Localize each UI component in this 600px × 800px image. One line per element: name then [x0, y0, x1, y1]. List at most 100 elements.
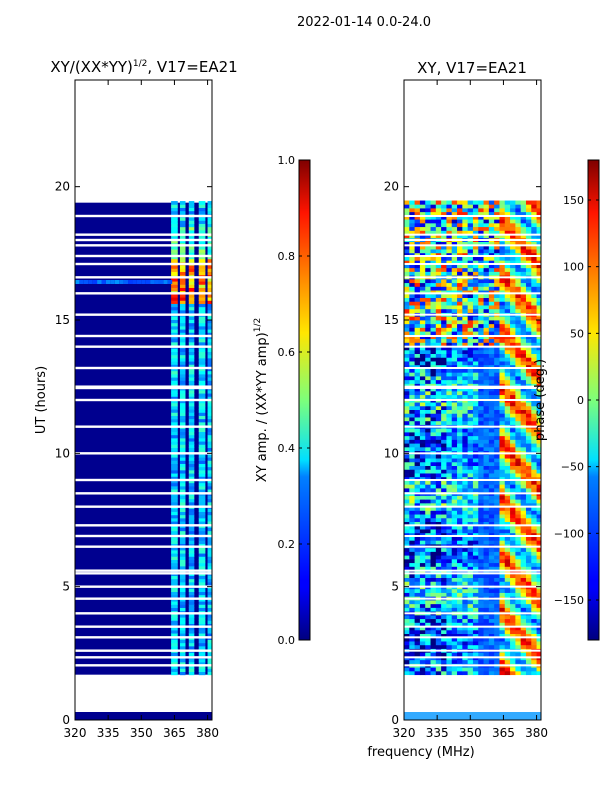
phase-cell: [430, 338, 437, 343]
phase-cell: [457, 282, 463, 287]
phase-cell: [478, 566, 484, 571]
amplitude-cell: [188, 495, 195, 500]
phase-cell: [499, 208, 506, 213]
phase-cell: [499, 353, 506, 358]
amplitude-cell: [179, 229, 186, 234]
phase-cell: [488, 502, 495, 508]
phase-cell: [472, 204, 479, 209]
phase-cell: [483, 603, 490, 608]
amplitude-xtick-label: 365: [163, 726, 186, 740]
phase-cell: [404, 547, 410, 552]
phase-cell: [494, 364, 500, 369]
phase-cell: [515, 558, 522, 564]
phase-cell: [515, 641, 522, 646]
amplitude-cell: [171, 645, 178, 650]
phase-cell: [435, 517, 442, 522]
phase-cell: [414, 514, 421, 519]
phase-cell: [531, 267, 537, 272]
phase-cell: [457, 402, 463, 407]
phase-cell: [451, 566, 458, 571]
phase-cell: [462, 476, 469, 481]
phase-cell: [483, 252, 490, 257]
phase-cell: [515, 282, 522, 287]
phase-cell: [414, 234, 421, 239]
phase-cell: [536, 222, 541, 228]
amplitude-cell: [171, 402, 178, 407]
phase-cell: [525, 633, 532, 638]
phase-cell: [457, 566, 463, 571]
phase-cell: [510, 614, 516, 620]
phase-cell: [478, 215, 484, 220]
phase-cell: [488, 461, 495, 466]
amplitude-cell: [179, 620, 186, 624]
phase-cell: [457, 592, 463, 597]
phase-cell: [531, 555, 537, 560]
phase-cell: [409, 532, 416, 537]
phase-cell: [478, 495, 484, 500]
phase-cell: [451, 652, 458, 657]
amplitude-cell: [179, 367, 186, 372]
amplitude-cell: [198, 239, 206, 244]
phase-cell: [457, 420, 463, 425]
phase-cell: [536, 499, 541, 504]
amplitude-cell: [179, 357, 186, 362]
phase-cell: [515, 644, 522, 649]
phase-cell: [446, 405, 453, 410]
phase-cell: [472, 573, 479, 578]
amplitude-cell: [179, 332, 186, 336]
phase-cell: [472, 260, 479, 265]
phase-cell: [488, 320, 495, 325]
phase-cell: [435, 577, 442, 582]
phase-cell: [504, 521, 511, 526]
phase-cell: [441, 346, 447, 351]
phase-cell: [520, 588, 527, 593]
phase-cell: [414, 349, 421, 354]
phase-cell: [414, 577, 421, 582]
phase-cell: [425, 286, 431, 291]
amplitude-cell: [198, 447, 206, 452]
phase-cell: [525, 570, 532, 575]
phase-cell: [446, 428, 453, 433]
phase-cell: [494, 573, 500, 578]
phase-cell: [483, 405, 490, 410]
phase-cell: [435, 200, 442, 205]
phase-cell: [494, 588, 500, 593]
phase-cell: [462, 390, 469, 396]
amplitude-cell: [179, 537, 186, 541]
phase-cell: [504, 256, 511, 261]
phase-cell: [409, 446, 416, 452]
phase-cell: [494, 555, 500, 560]
amplitude-cell: [207, 514, 212, 519]
phase-cell: [457, 633, 463, 638]
phase-cell: [446, 637, 453, 642]
phase-cell: [472, 331, 479, 336]
phase-cell: [446, 521, 453, 526]
phase-cell: [441, 446, 447, 452]
phase-cell: [520, 211, 527, 216]
amplitude-cell: [171, 204, 178, 208]
phase-cell: [525, 249, 532, 254]
amplitude-cell: [171, 431, 178, 436]
phase-cell: [536, 368, 541, 373]
phase-cell: [510, 558, 516, 564]
phase-cell: [457, 488, 463, 493]
phase-cell: [488, 499, 495, 504]
phase-cell: [446, 376, 453, 381]
phase-flagged-row: [404, 572, 541, 575]
phase-cell: [488, 570, 495, 575]
phase-cell: [488, 409, 495, 414]
phase-cell: [430, 219, 437, 224]
phase-cell: [414, 633, 421, 638]
phase-cell: [435, 525, 442, 530]
phase-cell: [467, 547, 474, 552]
amplitude-cell: [171, 661, 178, 666]
phase-cell: [520, 622, 527, 627]
phase-cell: [457, 443, 463, 448]
phase-cell: [488, 338, 495, 343]
amplitude-cell: [188, 613, 195, 618]
amplitude-cell: [171, 316, 178, 320]
phase-cell: [515, 230, 522, 235]
phase-cell: [504, 215, 511, 220]
phase-cell: [488, 488, 495, 493]
phase-cell: [446, 652, 453, 657]
